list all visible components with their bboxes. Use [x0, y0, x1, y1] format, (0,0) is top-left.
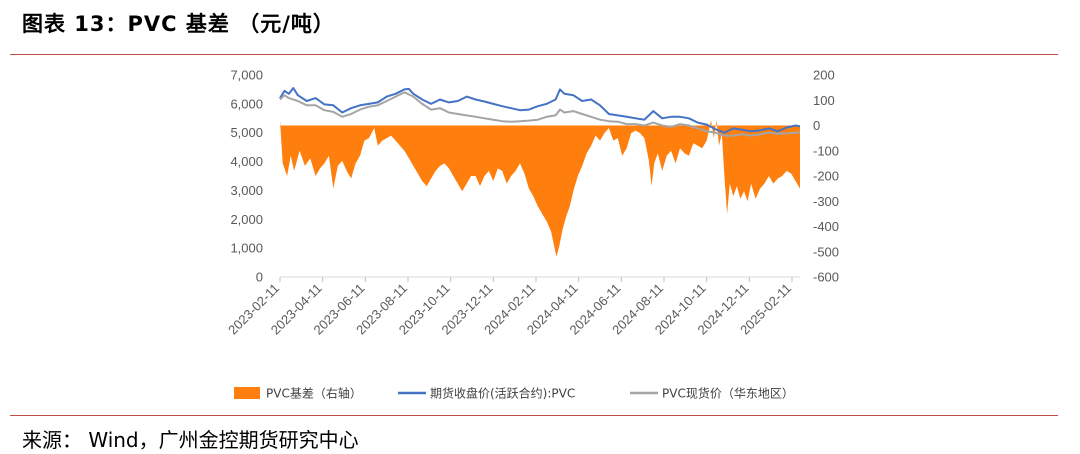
left-axis-tick-label: 3,000	[230, 183, 263, 198]
right-axis-tick-label: 200	[813, 68, 835, 83]
left-axis-tick-label: 6,000	[230, 96, 263, 111]
left-axis-tick-label: 5,000	[230, 125, 263, 140]
legend-swatch-basis	[234, 387, 260, 399]
legend-label: 期货收盘价(活跃合约):PVC	[430, 386, 575, 401]
left-axis-tick-label: 2,000	[230, 212, 263, 227]
futures-price-line	[279, 87, 801, 134]
legend-label: PVC基差（右轴）	[266, 386, 362, 401]
right-axis-tick-label: 0	[813, 118, 820, 133]
right-axis-tick-label: -600	[813, 270, 839, 285]
basis-area-series	[280, 120, 800, 257]
right-axis-tick-label: -300	[813, 194, 839, 209]
source-note: 来源： Wind，广州金控期货研究中心	[22, 428, 359, 452]
right-axis-tick-label: -400	[813, 219, 839, 234]
basis-area-layer	[280, 120, 800, 257]
spot-price-line	[279, 91, 801, 137]
left-axis-tick-label: 1,000	[230, 241, 263, 256]
right-axis-tick-label: -100	[813, 143, 839, 158]
right-axis-tick-label: -500	[813, 244, 839, 259]
left-axis-tick-label: 4,000	[230, 154, 263, 169]
legend: PVC基差（右轴） 期货收盘价(活跃合约):PVC PVC现货价（华东地区）	[234, 386, 794, 401]
left-axis-tick-label: 7,000	[230, 68, 263, 83]
bottom-divider	[10, 415, 1058, 416]
right-axis-tick-label: 100	[813, 93, 835, 108]
price-lines-layer	[279, 87, 801, 137]
figure-title: 图表 13：PVC 基差 （元/吨）	[22, 12, 335, 36]
right-axis-tick-label: -200	[813, 169, 839, 184]
left-axis-tick-label: 0	[256, 270, 263, 285]
legend-label: PVC现货价（华东地区）	[662, 386, 794, 401]
top-divider	[10, 54, 1058, 55]
